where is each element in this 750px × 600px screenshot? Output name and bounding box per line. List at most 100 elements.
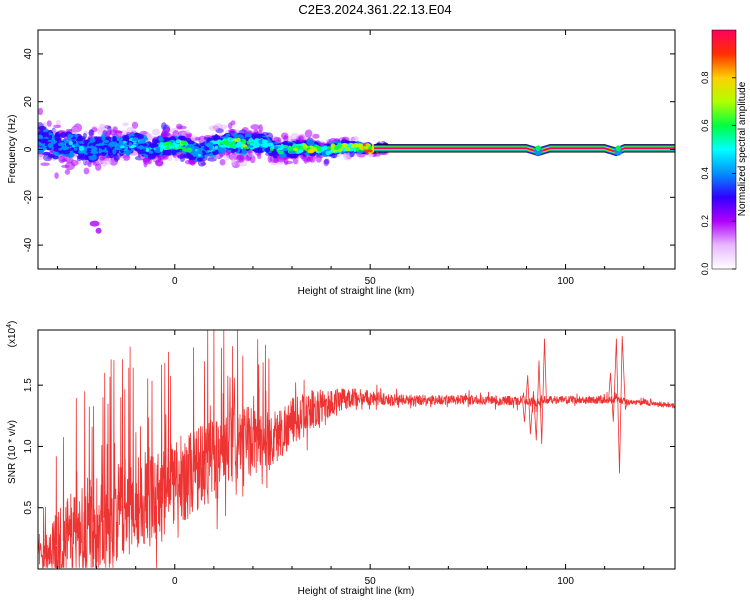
- heatmap-cell: [155, 158, 164, 167]
- heatmap-cell: [249, 142, 254, 146]
- colorbar: 0.0 0.2 0.4 0.6 0.8 Normalized spectral ampl…: [700, 29, 748, 275]
- heatmap-cell: [298, 148, 304, 153]
- heatmap-cell: [312, 133, 320, 139]
- heatmap-cell: [177, 125, 187, 130]
- heatmap-cell: [366, 148, 373, 153]
- heatmap-cell: [164, 126, 171, 133]
- heatmap-cell: [38, 125, 47, 131]
- heatmap-cell: [78, 145, 85, 152]
- snr-scale-label: (x104): [6, 321, 18, 348]
- heatmap-cell: [230, 140, 236, 144]
- heatmap-cell: [296, 143, 302, 147]
- heatmap-cell: [71, 126, 79, 135]
- heatmap-cell: [54, 134, 61, 140]
- heatmap-cell: [309, 154, 316, 163]
- heatmap-cell: [237, 161, 248, 167]
- heatmap-cell: [82, 132, 87, 140]
- heatmap-cell: [323, 158, 330, 165]
- heatmap-cell: [162, 142, 170, 146]
- heatmap-cell: [158, 145, 165, 148]
- heatmap-cell: [344, 146, 351, 152]
- colorbar-gradient: [711, 29, 737, 270]
- heatmap-cell: [147, 158, 152, 165]
- heatmap-cell: [47, 143, 54, 148]
- heatmap-cell: [64, 169, 71, 175]
- heatmap-cell: [91, 146, 97, 152]
- heatmap-cell: [42, 151, 51, 156]
- heatmap-cell: [103, 144, 108, 148]
- heatmap-cell: [323, 145, 328, 150]
- heatmap-cell: [100, 152, 107, 157]
- heatmap-cell: [307, 146, 311, 151]
- heatmap-cell: [219, 159, 226, 166]
- heatmap-cell: [260, 143, 267, 147]
- heatmap-cell: [273, 157, 280, 164]
- heatmap-cell: [137, 145, 145, 149]
- y-tick-label: 1.0: [23, 439, 34, 453]
- heatmap-cell: [73, 147, 78, 151]
- heatmap-cell: [101, 135, 106, 141]
- heatmap-cell: [67, 133, 74, 138]
- heatmap-cell: [261, 139, 268, 145]
- heatmap-cell: [65, 146, 69, 150]
- heatmap-cell: [196, 157, 203, 162]
- heatmap-cell: [145, 147, 150, 153]
- heatmap-cell: [535, 145, 541, 152]
- heatmap-cell: [88, 129, 95, 137]
- heatmap-cell: [65, 161, 76, 171]
- heatmap-cell: [102, 139, 110, 143]
- heatmap-cell: [284, 157, 289, 166]
- heatmap-cell: [200, 146, 205, 151]
- heatmap-cell: [303, 155, 309, 164]
- heatmap-cell: [208, 145, 213, 150]
- heatmap-cell: [159, 147, 164, 153]
- heatmap-cell: [185, 147, 193, 153]
- heatmap-cell: [169, 145, 175, 149]
- heatmap-cell: [87, 161, 92, 168]
- heatmap-cell: [136, 134, 144, 140]
- heatmap-cell: [83, 140, 89, 144]
- heatmap-cell: [119, 145, 125, 149]
- heatmap-cell: [151, 128, 161, 136]
- heatmap-cell: [207, 157, 217, 162]
- heatmap-cell: [77, 155, 82, 160]
- heatmap-cell: [78, 136, 83, 143]
- heatmap-cell: [208, 125, 219, 131]
- spectrogram-heatmap: [38, 107, 675, 234]
- y-tick-label: -40: [23, 237, 34, 252]
- heatmap-cell: [58, 155, 66, 164]
- heatmap-cell: [149, 150, 154, 154]
- heatmap-cell: [53, 124, 62, 129]
- heatmap-cell: [615, 145, 621, 152]
- heatmap-cell: [123, 154, 131, 161]
- heatmap-cell: [106, 146, 111, 152]
- heatmap-cell: [273, 145, 279, 149]
- heatmap-band: [374, 147, 675, 153]
- heatmap-cell: [333, 146, 340, 151]
- heatmap-cell: [220, 144, 226, 148]
- x-tick-label: 0: [172, 576, 178, 587]
- snr-series-line: [38, 330, 675, 569]
- heatmap-cell: [151, 143, 159, 148]
- heatmap-cell: [241, 148, 247, 156]
- heatmap-cell: [197, 153, 201, 157]
- heatmap-cell: [288, 149, 296, 155]
- heatmap-cell: [180, 140, 188, 145]
- heatmap-cell: [61, 149, 71, 155]
- x-tick-label: 0: [172, 276, 178, 287]
- heatmap-cell: [174, 157, 179, 162]
- colorbar-tick-label: 0.4: [700, 167, 710, 180]
- heatmap-cell: [253, 139, 259, 144]
- colorbar-tick-label: 0.2: [700, 215, 710, 228]
- heatmap-cell: [64, 157, 74, 163]
- heatmap-cell: [214, 145, 219, 150]
- heatmap-cell: [43, 131, 49, 137]
- heatmap-cell: [142, 143, 148, 147]
- heatmap-cell: [103, 158, 112, 165]
- heatmap-cell: [98, 145, 104, 149]
- heatmap-cell: [223, 155, 230, 161]
- heatmap-cell: [83, 167, 90, 175]
- heatmap-cell: [258, 124, 263, 133]
- heatmap-cell: [247, 150, 252, 154]
